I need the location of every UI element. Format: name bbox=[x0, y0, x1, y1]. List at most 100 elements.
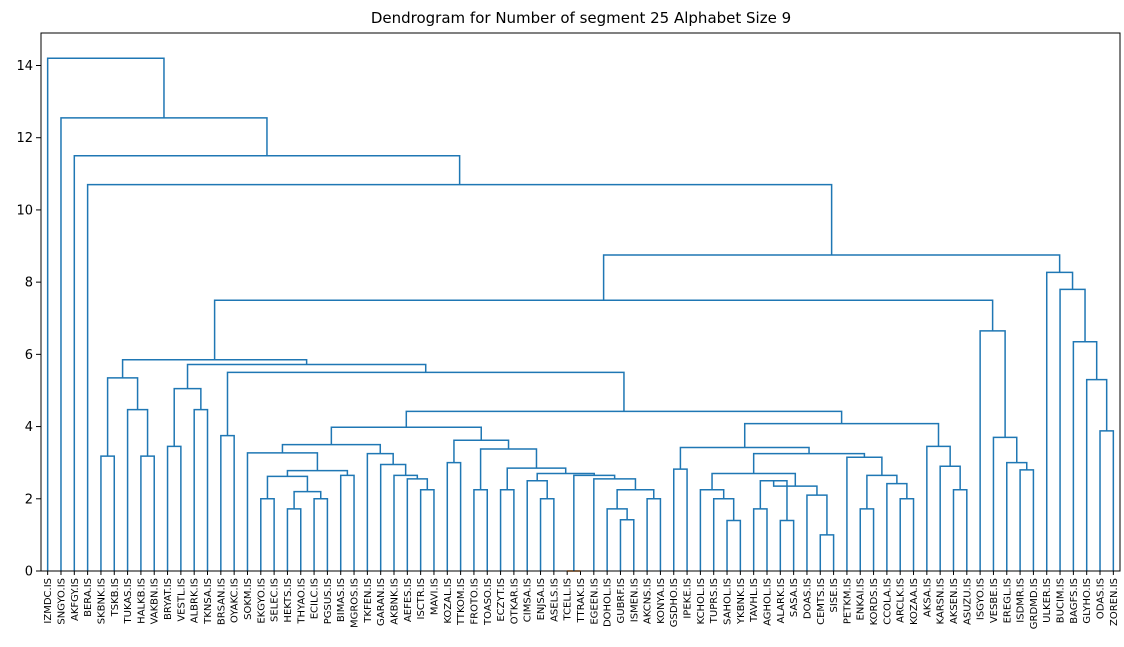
y-tick-label: 6 bbox=[25, 348, 33, 363]
leaf-label: GLYHO.IS bbox=[1082, 578, 1093, 624]
link bbox=[446, 461, 462, 571]
link bbox=[330, 426, 482, 445]
leaf-label: SOKM.IS bbox=[243, 578, 254, 620]
link bbox=[602, 254, 1061, 301]
link bbox=[473, 489, 489, 571]
leaf-label: OTKAR.IS bbox=[509, 578, 520, 624]
link bbox=[166, 445, 182, 571]
link bbox=[140, 455, 155, 571]
link bbox=[246, 452, 319, 571]
link bbox=[260, 498, 275, 571]
leaf-label: KCHOL.IS bbox=[696, 578, 707, 624]
leaf-label: TCELL.IS bbox=[563, 578, 574, 621]
link bbox=[220, 434, 235, 571]
leaf-label: ENJSA.IS bbox=[536, 578, 547, 620]
link bbox=[712, 498, 735, 571]
leaf-label: ECILC.IS bbox=[310, 578, 321, 619]
link bbox=[539, 498, 555, 571]
link bbox=[711, 472, 797, 490]
link bbox=[859, 508, 875, 571]
link bbox=[46, 57, 165, 571]
link bbox=[772, 480, 818, 496]
leaf-label: ZOREN.IS bbox=[1109, 578, 1120, 626]
leaf-label: PGSUS.IS bbox=[323, 578, 334, 624]
leaf-label: AKSEN.IS bbox=[949, 578, 960, 624]
leaf-label: AEFES.IS bbox=[403, 578, 414, 622]
leaf-label: YKBNK.IS bbox=[736, 578, 747, 625]
leaf-label: BRSAN.IS bbox=[216, 578, 227, 625]
leaf-label: ISMEN.IS bbox=[629, 578, 640, 622]
leaf-label: TUKAS.IS bbox=[123, 578, 134, 624]
link bbox=[979, 330, 1006, 571]
y-tick-label: 10 bbox=[16, 203, 33, 218]
leaf-label: TTKOM.IS bbox=[456, 578, 467, 626]
link bbox=[173, 387, 202, 447]
leaf-label: AGHOL.IS bbox=[762, 578, 773, 626]
leaf-label: ISDMR.IS bbox=[1016, 578, 1027, 623]
leaf-label: GARAN.IS bbox=[376, 578, 387, 626]
link bbox=[121, 359, 308, 378]
leaf-label: ASELS.IS bbox=[549, 578, 560, 622]
leaf-label: MGROS.IS bbox=[350, 578, 361, 628]
leaf-label: BUCIM.IS bbox=[1056, 578, 1067, 623]
link bbox=[866, 474, 898, 509]
link bbox=[126, 408, 149, 571]
leaf-label: EKGYO.IS bbox=[256, 578, 267, 624]
leaf-label: AKSA.IS bbox=[922, 578, 933, 617]
leaf-label: VESTL.IS bbox=[176, 578, 187, 622]
leaf-label: TTRAK.IS bbox=[576, 578, 587, 623]
leaf-label: AKFGY.IS bbox=[70, 578, 81, 621]
link bbox=[846, 456, 883, 571]
link bbox=[419, 489, 435, 571]
leaf-label: GSDHO.IS bbox=[669, 578, 680, 627]
link bbox=[1059, 288, 1086, 571]
link bbox=[406, 478, 429, 571]
link bbox=[506, 467, 567, 490]
leaf-label: PETKM.IS bbox=[842, 578, 853, 624]
link bbox=[1006, 461, 1028, 571]
leaf-label: KONYA.IS bbox=[656, 578, 667, 624]
leaf-label: ALARK.IS bbox=[776, 578, 787, 623]
leaf-label: ULKER.IS bbox=[1042, 578, 1053, 623]
leaf-label: HALKB.IS bbox=[136, 578, 147, 624]
y-tick-label: 8 bbox=[25, 276, 33, 291]
link bbox=[60, 117, 268, 571]
leaf-label: BRYAT.IS bbox=[163, 578, 174, 620]
leaf-label: IZMDC.IS bbox=[43, 578, 54, 624]
chart-title: Dendrogram for Number of segment 25 Alph… bbox=[371, 9, 791, 27]
link bbox=[1085, 378, 1108, 571]
leaf-label: MAVI.IS bbox=[429, 578, 440, 615]
leaf-label: ECZYT.IS bbox=[496, 578, 507, 622]
leaf-label: KOZAL.IS bbox=[443, 578, 454, 624]
link bbox=[939, 465, 961, 571]
link bbox=[743, 422, 940, 448]
link bbox=[679, 446, 810, 470]
link bbox=[73, 155, 461, 571]
leaf-label: THYAO.IS bbox=[296, 578, 307, 625]
link bbox=[499, 489, 515, 571]
link bbox=[926, 445, 951, 571]
link bbox=[752, 508, 768, 571]
link bbox=[819, 534, 835, 571]
leaf-label: ALBRK.IS bbox=[190, 578, 201, 623]
leaf-label: FROTO.IS bbox=[469, 578, 480, 625]
link bbox=[1019, 469, 1035, 571]
leaf-label: KORDS.IS bbox=[869, 578, 880, 625]
link bbox=[672, 468, 688, 571]
leaf-label: VAKBN.IS bbox=[150, 578, 161, 624]
leaf-label: GRDMD.IS bbox=[1029, 578, 1040, 629]
link bbox=[886, 482, 908, 571]
leaf-label: VESBE.IS bbox=[989, 578, 1000, 623]
link bbox=[286, 469, 349, 477]
link bbox=[100, 455, 116, 571]
leaf-label: TKFEN.IS bbox=[363, 578, 374, 624]
plot-frame bbox=[40, 32, 1121, 572]
leaf-label: SASA.IS bbox=[789, 578, 800, 617]
leaf-label: ENKAI.IS bbox=[856, 578, 867, 620]
leaf-label: DOAS.IS bbox=[802, 578, 813, 619]
leaf-label: BERA.IS bbox=[83, 578, 94, 617]
leaf-label: KOZAA.IS bbox=[909, 578, 920, 625]
link bbox=[899, 498, 915, 571]
link bbox=[699, 489, 725, 571]
